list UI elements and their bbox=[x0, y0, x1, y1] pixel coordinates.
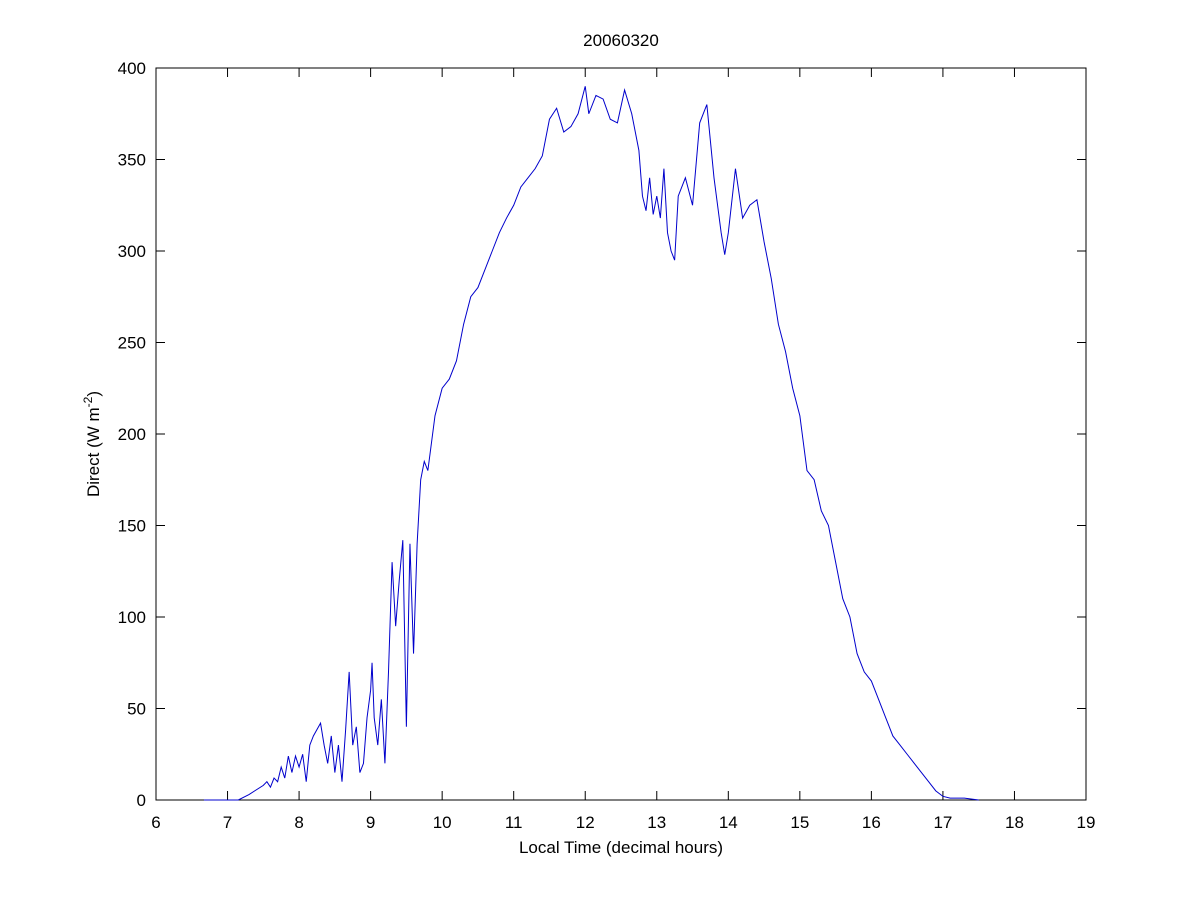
x-tick-label: 19 bbox=[1077, 813, 1096, 832]
x-tick-label: 11 bbox=[505, 813, 523, 832]
x-tick-label: 7 bbox=[223, 813, 232, 832]
x-tick-label: 10 bbox=[433, 813, 452, 832]
y-label-text: Direct (W m bbox=[84, 407, 103, 497]
y-tick-label: 150 bbox=[118, 517, 146, 536]
data-line bbox=[203, 86, 979, 801]
y-tick-label: 400 bbox=[118, 59, 146, 78]
chart-title: 20060320 bbox=[583, 31, 659, 50]
x-tick-label: 18 bbox=[1005, 813, 1024, 832]
y-tick-label: 200 bbox=[118, 425, 146, 444]
x-tick-label: 12 bbox=[576, 813, 595, 832]
y-tick-label: 100 bbox=[118, 608, 146, 627]
x-tick-label: 9 bbox=[366, 813, 375, 832]
x-axis-label: Local Time (decimal hours) bbox=[519, 838, 723, 857]
y-tick-label: 0 bbox=[137, 791, 146, 810]
y-label-superscript: -2 bbox=[81, 396, 95, 407]
y-tick-label: 300 bbox=[118, 242, 146, 261]
x-tick-label: 6 bbox=[151, 813, 160, 832]
y-tick-label: 250 bbox=[118, 334, 146, 353]
x-tick-label: 16 bbox=[862, 813, 881, 832]
y-axis-label: Direct (W m-2) bbox=[81, 391, 103, 497]
y-tick-label: 350 bbox=[118, 151, 146, 170]
x-tick-label: 15 bbox=[790, 813, 809, 832]
x-tick-label: 8 bbox=[294, 813, 303, 832]
y-label-text: ) bbox=[84, 391, 103, 397]
plot-frame bbox=[155, 67, 1087, 801]
x-tick-label: 13 bbox=[647, 813, 666, 832]
x-tick-label: 14 bbox=[719, 813, 738, 832]
x-tick-label: 17 bbox=[933, 813, 952, 832]
y-tick-label: 50 bbox=[127, 700, 146, 719]
